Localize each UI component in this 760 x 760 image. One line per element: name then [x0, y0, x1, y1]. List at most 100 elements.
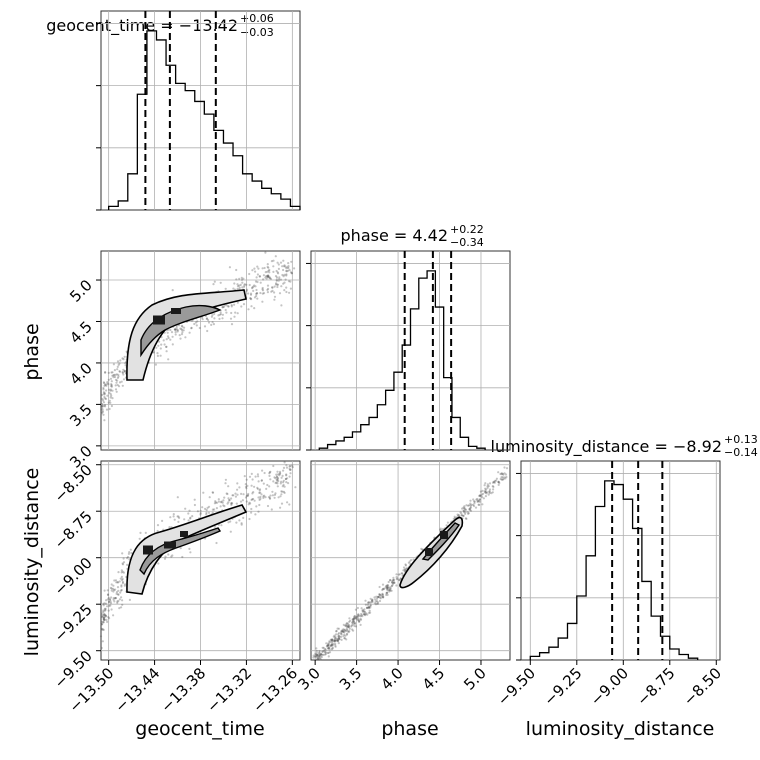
sample-point	[280, 285, 283, 288]
sample-point	[327, 644, 330, 647]
sample-point	[386, 589, 389, 592]
sample-point	[479, 494, 482, 497]
sample-point	[378, 593, 381, 597]
sample-point	[116, 601, 119, 605]
sample-point	[127, 552, 130, 556]
hist-frame	[310, 250, 511, 451]
sample-point	[356, 615, 359, 618]
sample-point	[464, 508, 467, 511]
sample-point	[257, 267, 260, 270]
sample-point	[164, 555, 167, 558]
sample-point	[106, 620, 109, 624]
sample-point	[258, 491, 261, 494]
sample-point	[101, 408, 104, 411]
sample-point	[206, 506, 209, 509]
sample-point	[469, 507, 472, 510]
sample-point	[287, 280, 291, 283]
sample-point	[229, 520, 232, 523]
sample-point	[331, 638, 334, 641]
sample-point	[277, 272, 280, 275]
sample-point	[100, 404, 104, 408]
sample-point	[319, 653, 322, 656]
sample-point	[100, 627, 103, 630]
ytick-label-luminosity_distance: −9.00	[51, 554, 96, 599]
sample-point	[112, 590, 115, 593]
sample-point	[345, 622, 348, 625]
sample-point	[351, 620, 354, 623]
sample-point	[102, 616, 105, 620]
sample-point	[421, 548, 424, 551]
sample-point	[366, 603, 370, 607]
sample-point	[266, 270, 269, 273]
xtick-label-geocent_time: −13.44	[111, 664, 163, 716]
sample-point	[102, 392, 106, 395]
sample-point	[190, 326, 193, 329]
sample-point	[283, 461, 286, 464]
sample-point	[102, 405, 105, 408]
sample-point	[460, 514, 463, 517]
sample-point	[314, 655, 317, 658]
sample-point	[268, 471, 271, 474]
sample-point	[110, 394, 113, 397]
sample-point	[369, 611, 372, 614]
sample-point	[258, 488, 262, 491]
sample-point	[358, 620, 361, 623]
sample-point	[346, 630, 349, 633]
sample-point	[360, 612, 363, 616]
sample-point	[389, 587, 392, 590]
sample-point	[211, 491, 214, 494]
sample-point	[103, 616, 106, 619]
sample-point	[126, 555, 130, 559]
sample-point	[124, 364, 127, 367]
sample-point	[121, 563, 125, 566]
sample-point	[202, 491, 205, 494]
sample-point	[121, 577, 124, 581]
sample-point	[123, 584, 126, 587]
sample-point	[114, 596, 118, 600]
sample-point	[351, 628, 354, 631]
sample-point	[327, 643, 330, 646]
sample-point	[439, 528, 442, 531]
sample-point	[252, 289, 255, 292]
sample-point	[122, 571, 125, 574]
sample-point	[290, 260, 293, 263]
sample-point	[106, 382, 109, 385]
sample-point	[503, 476, 506, 479]
sample-point	[263, 266, 266, 270]
sample-point	[232, 287, 235, 290]
title-phase-main: phase = 4.42	[341, 226, 448, 245]
sample-point	[351, 618, 354, 621]
title-phase: phase = 4.42 +0.22 −0.34	[341, 223, 484, 249]
sample-point	[253, 499, 256, 502]
sample-point	[290, 272, 293, 275]
sample-point	[109, 604, 112, 607]
sample-point	[279, 482, 282, 485]
sample-point	[452, 517, 455, 521]
sample-point	[273, 496, 276, 499]
sample-point	[211, 508, 214, 511]
sample-point	[118, 381, 122, 384]
sample-point	[392, 576, 395, 580]
sample-point	[371, 599, 374, 602]
sample-point	[486, 491, 489, 494]
sample-point	[363, 613, 366, 616]
sample-point	[268, 496, 271, 499]
sample-point	[373, 596, 376, 599]
sample-point	[323, 650, 326, 653]
sample-point	[288, 291, 291, 294]
sample-point	[378, 593, 381, 596]
sample-point	[179, 327, 182, 330]
sample-point	[126, 563, 129, 567]
sample-point	[271, 286, 274, 289]
sample-point	[104, 614, 107, 617]
sample-point	[465, 517, 468, 521]
sample-point	[387, 584, 390, 587]
sample-point	[221, 317, 224, 320]
sample-point	[328, 640, 331, 643]
sample-point	[391, 581, 394, 584]
sample-point	[392, 579, 395, 582]
sample-points	[99, 461, 297, 650]
sample-point	[233, 303, 236, 306]
sample-point	[365, 606, 368, 610]
sample-point	[250, 507, 253, 511]
